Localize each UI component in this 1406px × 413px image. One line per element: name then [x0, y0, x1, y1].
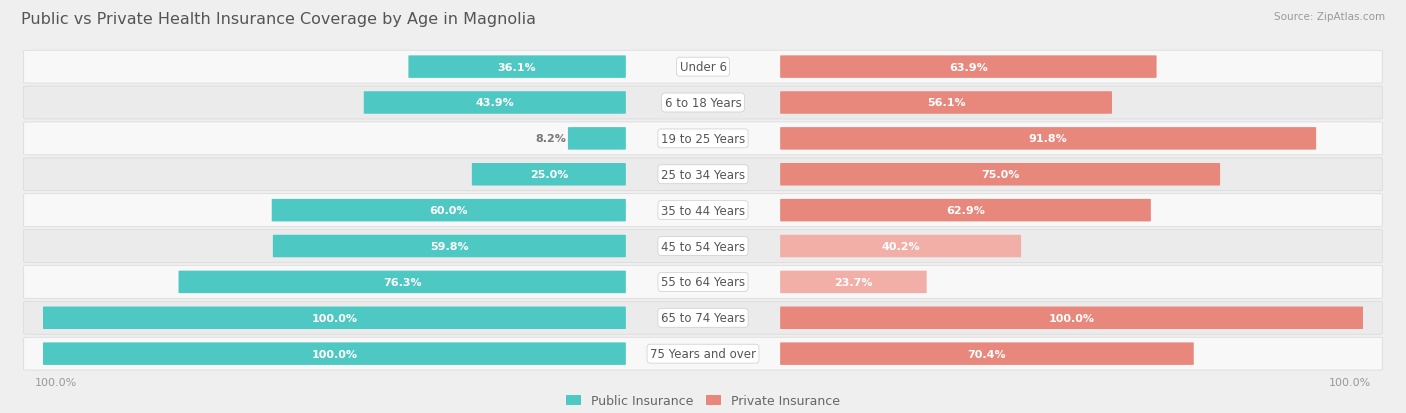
FancyBboxPatch shape: [44, 307, 626, 329]
FancyBboxPatch shape: [780, 271, 927, 294]
FancyBboxPatch shape: [408, 56, 626, 79]
FancyBboxPatch shape: [271, 199, 626, 222]
Text: 75.0%: 75.0%: [981, 170, 1019, 180]
Text: 23.7%: 23.7%: [834, 277, 873, 287]
FancyBboxPatch shape: [24, 87, 1382, 120]
FancyBboxPatch shape: [780, 199, 1152, 222]
FancyBboxPatch shape: [24, 123, 1382, 155]
FancyBboxPatch shape: [780, 92, 1112, 114]
FancyBboxPatch shape: [24, 194, 1382, 227]
FancyBboxPatch shape: [24, 51, 1382, 84]
Text: 8.2%: 8.2%: [536, 134, 567, 144]
Text: 55 to 64 Years: 55 to 64 Years: [661, 276, 745, 289]
FancyBboxPatch shape: [273, 235, 626, 258]
FancyBboxPatch shape: [568, 128, 626, 150]
Text: 25.0%: 25.0%: [530, 170, 568, 180]
Text: 63.9%: 63.9%: [949, 62, 988, 72]
Text: 40.2%: 40.2%: [882, 242, 920, 252]
Text: 62.9%: 62.9%: [946, 206, 986, 216]
Text: 60.0%: 60.0%: [429, 206, 468, 216]
Text: 56.1%: 56.1%: [927, 98, 966, 108]
Text: 65 to 74 Years: 65 to 74 Years: [661, 311, 745, 325]
FancyBboxPatch shape: [24, 230, 1382, 263]
FancyBboxPatch shape: [24, 266, 1382, 299]
Text: 100.0%: 100.0%: [311, 313, 357, 323]
FancyBboxPatch shape: [780, 342, 1194, 365]
Text: 25 to 34 Years: 25 to 34 Years: [661, 169, 745, 181]
FancyBboxPatch shape: [780, 56, 1157, 79]
FancyBboxPatch shape: [24, 301, 1382, 335]
FancyBboxPatch shape: [780, 307, 1362, 329]
FancyBboxPatch shape: [472, 164, 626, 186]
Text: 59.8%: 59.8%: [430, 242, 468, 252]
FancyBboxPatch shape: [44, 342, 626, 365]
Text: 70.4%: 70.4%: [967, 349, 1007, 359]
Text: 45 to 54 Years: 45 to 54 Years: [661, 240, 745, 253]
Text: 100.0%: 100.0%: [35, 377, 77, 387]
Text: 36.1%: 36.1%: [498, 62, 537, 72]
FancyBboxPatch shape: [780, 128, 1316, 150]
FancyBboxPatch shape: [179, 271, 626, 294]
Text: 43.9%: 43.9%: [475, 98, 515, 108]
Text: 100.0%: 100.0%: [1049, 313, 1095, 323]
FancyBboxPatch shape: [780, 235, 1021, 258]
Text: Public vs Private Health Insurance Coverage by Age in Magnolia: Public vs Private Health Insurance Cover…: [21, 12, 536, 27]
Text: 100.0%: 100.0%: [1329, 377, 1371, 387]
FancyBboxPatch shape: [780, 164, 1220, 186]
Text: 100.0%: 100.0%: [311, 349, 357, 359]
Legend: Public Insurance, Private Insurance: Public Insurance, Private Insurance: [567, 394, 839, 407]
FancyBboxPatch shape: [364, 92, 626, 114]
Text: 91.8%: 91.8%: [1029, 134, 1067, 144]
Text: 35 to 44 Years: 35 to 44 Years: [661, 204, 745, 217]
Text: 76.3%: 76.3%: [382, 277, 422, 287]
Text: Source: ZipAtlas.com: Source: ZipAtlas.com: [1274, 12, 1385, 22]
Text: 19 to 25 Years: 19 to 25 Years: [661, 133, 745, 145]
Text: 6 to 18 Years: 6 to 18 Years: [665, 97, 741, 110]
Text: 75 Years and over: 75 Years and over: [650, 347, 756, 360]
Text: Under 6: Under 6: [679, 61, 727, 74]
FancyBboxPatch shape: [24, 159, 1382, 191]
FancyBboxPatch shape: [24, 337, 1382, 370]
